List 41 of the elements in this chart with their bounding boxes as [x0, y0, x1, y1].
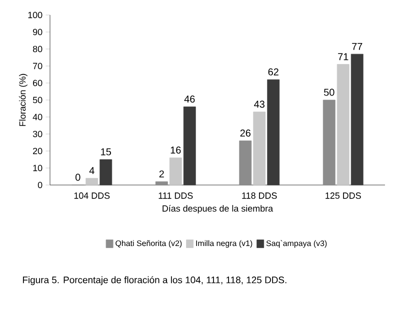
y-tick-label: 100 [28, 12, 42, 18]
y-tick-label: 40 [32, 114, 42, 120]
x-tick-label: 104 DDS [74, 192, 110, 199]
data-label: 0 [76, 174, 80, 181]
x-tick-label: 118 DDS [242, 192, 277, 199]
data-label: 71 [338, 53, 348, 60]
x-axis-title: Días despues de la siembra [162, 204, 274, 214]
bar [267, 79, 280, 186]
bar [86, 178, 98, 186]
x-tick-label: 125 DDS [326, 192, 361, 199]
y-tick-label: 30 [32, 130, 42, 138]
text: Figura 5. Porcentaje de floración a los 104, 111, 118, 125 DDS. [22, 276, 286, 286]
data-label: 62 [268, 68, 278, 76]
bar [253, 112, 266, 186]
y-tick-label: 90 [33, 28, 42, 36]
bar [322, 100, 336, 186]
bar [169, 158, 182, 186]
y-tick-label: 50 [32, 96, 42, 104]
y-axis-title: Floración (%) [18, 74, 28, 126]
data-label: 50 [324, 88, 334, 96]
bar [336, 64, 350, 186]
y-tick-label: 70 [33, 62, 42, 70]
bar [239, 140, 252, 186]
data-label: 16 [170, 146, 181, 154]
data-label: 26 [240, 130, 250, 137]
x-tick-label: 111 DDS [158, 192, 193, 199]
data-label: 2 [159, 170, 164, 178]
bar [350, 54, 364, 186]
y-tick-label: 0 [38, 182, 42, 188]
y-tick-label: 80 [32, 46, 42, 52]
bar [183, 106, 196, 186]
data-label: 46 [184, 96, 195, 103]
data-label: 43 [254, 100, 264, 108]
bar [155, 181, 168, 186]
bar [100, 159, 112, 186]
data-label: 15 [101, 148, 111, 156]
y-tick-label: 60 [33, 80, 42, 86]
data-label: 4 [89, 167, 94, 174]
y-tick-label: 10 [33, 164, 42, 172]
y-tick-label: 20 [33, 148, 42, 154]
data-label: 77 [352, 43, 362, 50]
